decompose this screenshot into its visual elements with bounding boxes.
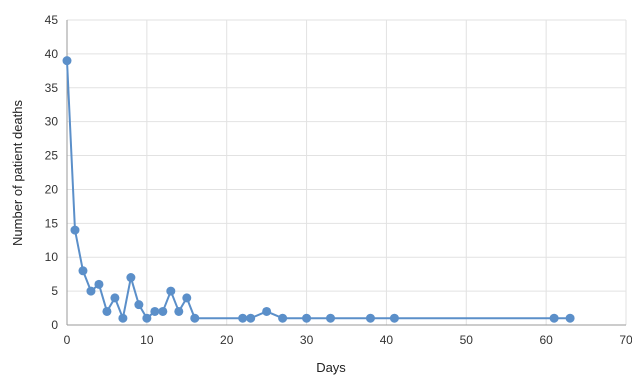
x-tick-label: 0 [64, 333, 71, 347]
x-axis-title: Days [316, 360, 346, 375]
x-tick-label: 20 [220, 333, 234, 347]
data-point [118, 313, 128, 323]
data-point [94, 279, 104, 289]
data-point [102, 306, 112, 316]
data-point [126, 273, 136, 283]
x-tick-label: 50 [460, 333, 474, 347]
data-point [150, 306, 160, 316]
y-tick-label: 15 [45, 216, 59, 230]
data-point [389, 313, 399, 323]
data-point [70, 225, 80, 235]
x-tick-label: 60 [539, 333, 553, 347]
data-point [158, 306, 168, 316]
data-point [62, 56, 72, 66]
data-point [142, 313, 152, 323]
y-tick-label: 35 [45, 81, 59, 95]
data-point [278, 313, 288, 323]
data-point [174, 306, 184, 316]
data-point [190, 313, 200, 323]
y-tick-labels: 0 5 10 15 20 25 30 35 40 45 [45, 13, 59, 332]
y-tick-label: 30 [45, 115, 59, 129]
data-point [238, 313, 248, 323]
gridlines [67, 19, 627, 325]
data-point [110, 293, 120, 303]
axes [66, 20, 626, 326]
x-tick-label: 70 [619, 333, 632, 347]
y-tick-label: 40 [45, 47, 59, 61]
y-tick-label: 25 [45, 149, 59, 163]
y-axis-title: Number of patient deaths [10, 100, 25, 246]
data-point [302, 313, 312, 323]
data-point [326, 313, 336, 323]
data-point [246, 313, 256, 323]
series-layer [62, 56, 575, 323]
y-tick-label: 10 [45, 250, 59, 264]
data-point [365, 313, 375, 323]
data-point [134, 300, 144, 310]
x-tick-labels: 0 10 20 30 40 50 60 70 [64, 333, 632, 347]
x-tick-label: 30 [300, 333, 314, 347]
y-tick-label: 45 [45, 13, 59, 27]
data-point [549, 313, 559, 323]
data-point [78, 266, 88, 276]
y-tick-label: 20 [45, 182, 59, 196]
y-tick-label: 0 [51, 318, 58, 332]
data-point [565, 313, 575, 323]
data-point [262, 306, 272, 316]
y-tick-label: 5 [51, 284, 58, 298]
x-tick-label: 10 [140, 333, 154, 347]
data-point [86, 286, 96, 296]
data-point [166, 286, 176, 296]
x-tick-label: 40 [380, 333, 394, 347]
data-point [182, 293, 192, 303]
